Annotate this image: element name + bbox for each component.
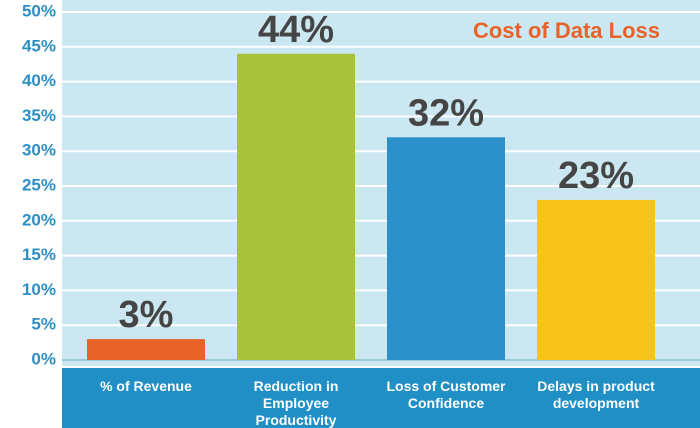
value-label: 32% xyxy=(408,92,484,134)
value-label: 3% xyxy=(119,294,174,336)
y-tick-label: 45% xyxy=(22,36,56,55)
category-label: Loss of Customer Confidence xyxy=(386,378,506,411)
value-label: 23% xyxy=(558,155,634,197)
category-label: Reduction in Employee Productivity xyxy=(253,378,339,428)
bar xyxy=(87,339,205,360)
bar xyxy=(537,199,655,360)
y-tick-label: 0% xyxy=(31,349,56,368)
category-label: % of Revenue xyxy=(100,378,192,394)
category-label: Delays in product development xyxy=(537,378,655,411)
y-tick-label: 25% xyxy=(22,175,56,194)
y-tick-label: 50% xyxy=(22,1,56,20)
bar xyxy=(387,137,505,360)
y-tick-label: 20% xyxy=(22,210,56,229)
category-band xyxy=(62,368,700,428)
value-label: 44% xyxy=(258,9,334,51)
y-tick-label: 40% xyxy=(22,71,56,90)
chart-title: Cost of Data Loss xyxy=(473,18,660,43)
y-tick-label: 5% xyxy=(31,315,56,334)
y-tick-label: 30% xyxy=(22,141,56,160)
y-tick-label: 35% xyxy=(22,106,56,125)
y-tick-label: 15% xyxy=(22,245,56,264)
y-tick-label: 10% xyxy=(22,280,56,299)
bar xyxy=(237,53,355,360)
